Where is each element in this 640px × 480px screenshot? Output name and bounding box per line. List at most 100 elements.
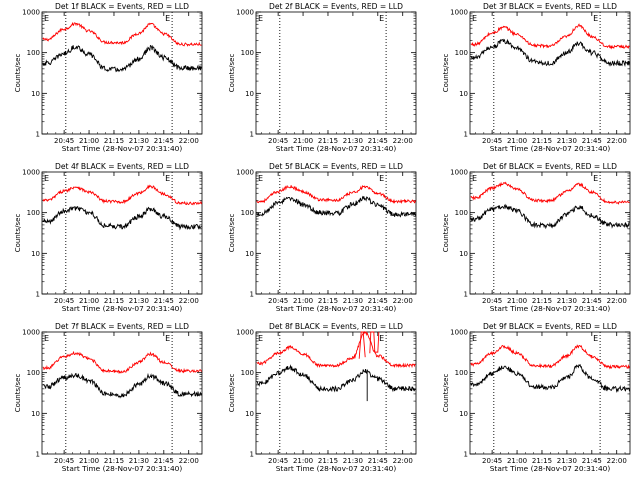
- marker-label: E: [44, 14, 49, 23]
- x-tick-label: 21:15: [532, 297, 552, 305]
- y-axis-label: Counts/sec: [14, 54, 22, 93]
- plot-frame: [469, 11, 631, 135]
- y-tick-label: 1000: [236, 329, 254, 337]
- x-tick-label: 21:15: [104, 297, 124, 305]
- marker-label: E: [258, 174, 263, 183]
- y-axis-label: Counts/sec: [228, 54, 236, 93]
- x-tick-label: 21:30: [557, 457, 577, 465]
- x-axis-label: Start Time (28-Nov-07 20:31:40): [490, 304, 611, 313]
- x-tick-label: 22:00: [607, 297, 627, 305]
- x-axis-label: Start Time (28-Nov-07 20:31:40): [276, 144, 397, 153]
- x-tick-label: 21:15: [532, 457, 552, 465]
- marker-label: E: [165, 174, 170, 183]
- detector-panel: Det 8f BLACK = Events, RED = LLD 1 10 100 10…: [228, 322, 417, 473]
- y-tick-label: 10: [245, 250, 254, 258]
- x-axis-label: Start Time (28-Nov-07 20:31:40): [62, 464, 183, 473]
- y-tick-label: 1: [250, 291, 254, 299]
- lld-series-line: [470, 181, 630, 205]
- marker-label: E: [258, 334, 263, 343]
- y-tick-label: 10: [245, 410, 254, 418]
- x-tick-label: 21:00: [507, 137, 527, 145]
- plot-frame: [255, 11, 417, 135]
- x-tick-label: 21:45: [582, 457, 602, 465]
- x-tick-label: 20:45: [482, 137, 502, 145]
- panel-title: Det 6f BLACK = Events, RED = LLD: [483, 162, 617, 171]
- y-tick-label: 10: [31, 410, 40, 418]
- y-axis-label: Counts/sec: [228, 374, 236, 413]
- lld-series-line: [470, 344, 630, 370]
- lld-spike: [358, 331, 366, 359]
- x-tick-label: 20:45: [482, 457, 502, 465]
- marker-label: E: [379, 174, 384, 183]
- panel-title: Det 4f BLACK = Events, RED = LLD: [55, 162, 189, 171]
- x-tick-label: 21:45: [368, 457, 388, 465]
- x-tick-label: 21:30: [557, 297, 577, 305]
- x-tick-label: 20:45: [54, 297, 74, 305]
- y-axis-label: Counts/sec: [442, 214, 450, 253]
- x-tick-label: 21:30: [129, 137, 149, 145]
- y-tick-label: 1: [250, 451, 254, 459]
- lld-spike: [369, 331, 380, 354]
- x-tick-label: 21:15: [318, 457, 338, 465]
- x-tick-label: 21:00: [507, 297, 527, 305]
- plot-frame: [469, 171, 631, 295]
- x-tick-label: 21:45: [368, 137, 388, 145]
- y-tick-label: 10: [459, 250, 468, 258]
- panel-title: Det 3f BLACK = Events, RED = LLD: [483, 2, 617, 11]
- marker-label: E: [593, 14, 598, 23]
- marker-label: E: [472, 14, 477, 23]
- x-tick-label: 20:45: [54, 457, 74, 465]
- marker-label: E: [44, 334, 49, 343]
- plot-frame: [41, 171, 203, 295]
- y-tick-label: 1000: [22, 169, 40, 177]
- panel-title: Det 2f BLACK = Events, RED = LLD: [269, 2, 403, 11]
- y-axis-label: Counts/sec: [14, 374, 22, 413]
- marker-label: E: [472, 334, 477, 343]
- lld-series-line: [470, 23, 630, 50]
- y-tick-label: 10: [31, 90, 40, 98]
- panel-title: Det 1f BLACK = Events, RED = LLD: [55, 2, 189, 11]
- x-tick-label: 21:15: [318, 137, 338, 145]
- y-tick-label: 1000: [22, 9, 40, 17]
- detector-panel: Det 3f BLACK = Events, RED = LLD 1 10 100 10…: [442, 2, 631, 153]
- x-tick-label: 21:30: [129, 297, 149, 305]
- x-tick-label: 21:00: [79, 137, 99, 145]
- x-tick-label: 21:45: [154, 457, 174, 465]
- plot-frame: [41, 11, 203, 135]
- events-series-line: [470, 38, 630, 67]
- plot-frame: [41, 331, 203, 455]
- events-series-line: [42, 205, 202, 231]
- x-tick-label: 22:00: [179, 297, 199, 305]
- detector-panel: Det 5f BLACK = Events, RED = LLD 1 10 100 10…: [228, 162, 417, 313]
- y-tick-label: 100: [27, 209, 40, 217]
- x-tick-label: 21:15: [104, 457, 124, 465]
- y-tick-label: 100: [241, 369, 254, 377]
- detector-panel: Det 6f BLACK = Events, RED = LLD 1 10 100 10…: [442, 162, 631, 313]
- y-tick-label: 1: [464, 451, 468, 459]
- events-series-line: [42, 372, 202, 399]
- x-axis-label: Start Time (28-Nov-07 20:31:40): [276, 464, 397, 473]
- y-tick-label: 1000: [450, 9, 468, 17]
- x-tick-label: 21:15: [318, 297, 338, 305]
- y-axis-label: Counts/sec: [14, 214, 22, 253]
- detector-panel: Det 4f BLACK = Events, RED = LLD 1 10 100 10…: [14, 162, 203, 313]
- x-tick-label: 21:45: [154, 137, 174, 145]
- y-tick-label: 10: [459, 410, 468, 418]
- x-tick-label: 21:30: [343, 297, 363, 305]
- marker-label: E: [165, 14, 170, 23]
- x-tick-label: 22:00: [393, 297, 413, 305]
- x-tick-label: 22:00: [607, 457, 627, 465]
- x-tick-label: 21:00: [507, 457, 527, 465]
- events-series-line: [470, 203, 630, 230]
- x-tick-label: 21:15: [104, 137, 124, 145]
- y-tick-label: 10: [31, 250, 40, 258]
- y-tick-label: 1: [464, 131, 468, 139]
- x-tick-label: 20:45: [482, 297, 502, 305]
- events-series-line: [256, 364, 416, 393]
- x-axis-label: Start Time (28-Nov-07 20:31:40): [62, 304, 183, 313]
- x-tick-label: 21:00: [293, 137, 313, 145]
- x-tick-label: 21:30: [343, 457, 363, 465]
- y-axis-label: Counts/sec: [442, 374, 450, 413]
- x-tick-label: 21:45: [582, 137, 602, 145]
- marker-label: E: [593, 334, 598, 343]
